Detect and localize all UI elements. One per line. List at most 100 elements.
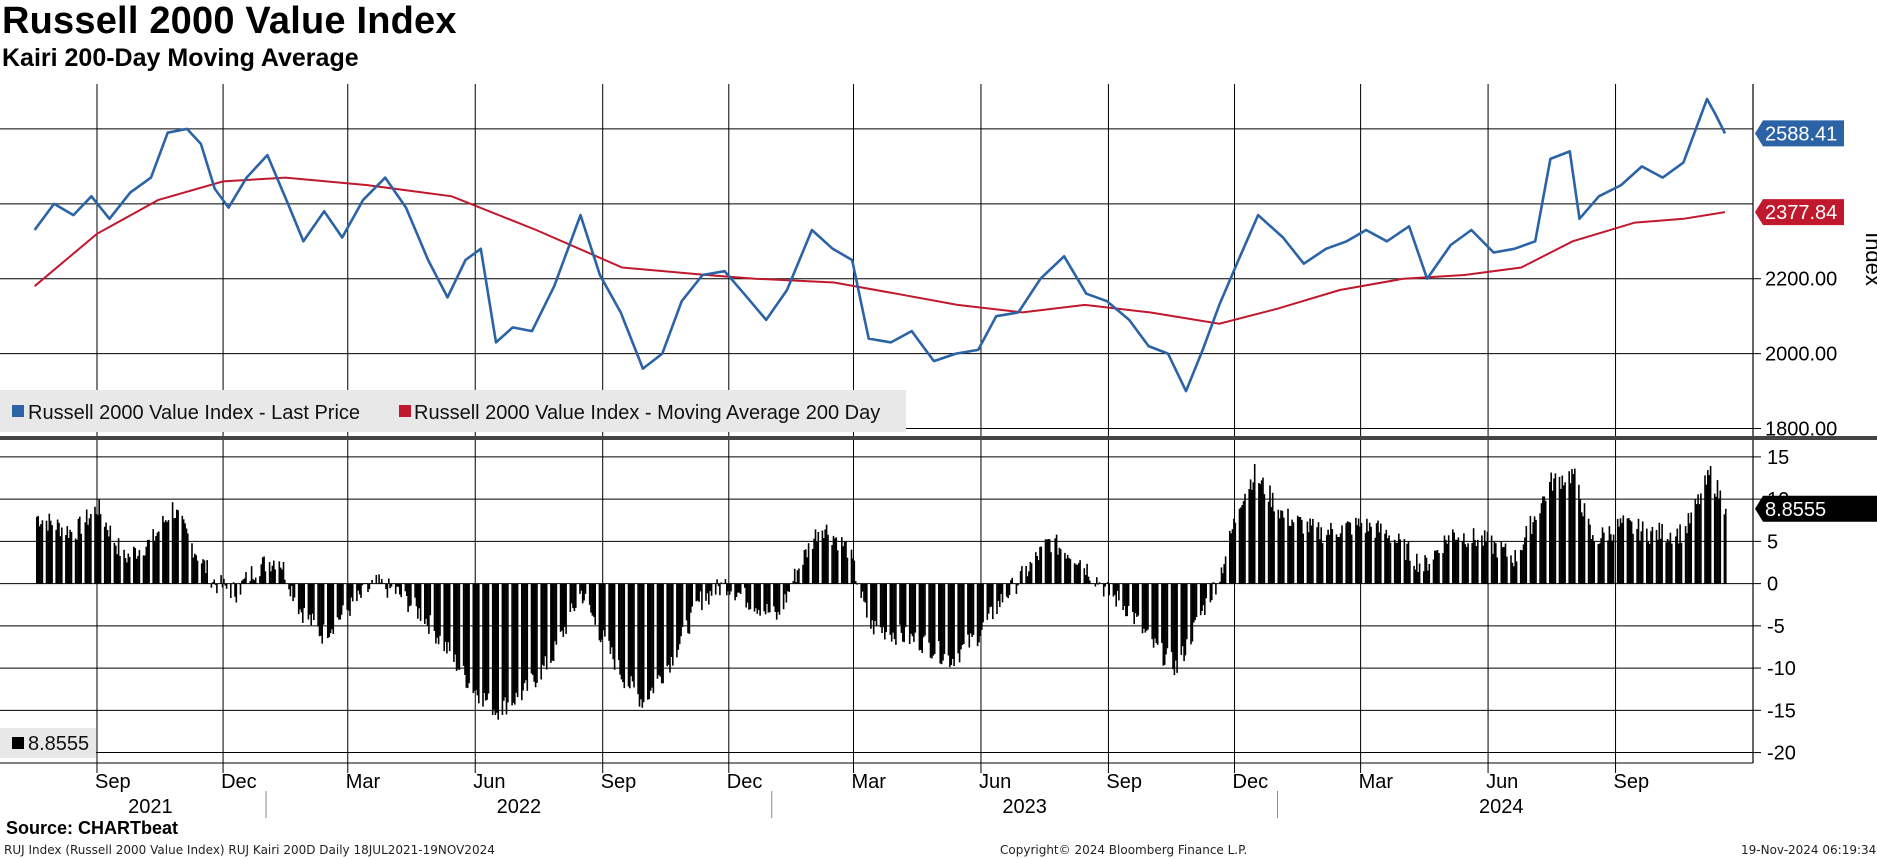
kairi-bar xyxy=(1679,524,1681,584)
kairi-bar xyxy=(302,583,304,623)
kairi-bar xyxy=(241,580,243,584)
kairi-bar xyxy=(1690,512,1692,584)
kairi-bar xyxy=(895,583,897,645)
kairi-bar xyxy=(1147,583,1149,630)
kairi-bar xyxy=(1154,583,1156,639)
kairi-bar xyxy=(627,583,630,687)
kairi-bar xyxy=(767,583,770,613)
kairi-bar xyxy=(1180,583,1183,655)
kairi-bar xyxy=(903,583,905,643)
kairi-bar xyxy=(1308,532,1310,584)
kairi-bar xyxy=(1568,471,1570,584)
kairi-bar xyxy=(658,583,660,676)
kairi-bar xyxy=(386,583,389,598)
kairi-bar xyxy=(320,583,322,636)
kairi-bar xyxy=(753,583,756,612)
kairi-bar xyxy=(1251,489,1253,584)
kairi-bar xyxy=(1564,482,1566,584)
kairi-bar xyxy=(365,583,368,584)
kairi-bar xyxy=(727,583,729,592)
kairi-bar xyxy=(532,583,534,675)
kairi-bar xyxy=(482,583,484,707)
kairi-bar xyxy=(933,583,936,654)
kairi-bar xyxy=(536,583,538,683)
kairi-bar xyxy=(1700,493,1702,584)
kairi-bar xyxy=(691,583,693,607)
kairi-bar xyxy=(153,540,156,584)
kairi-bar xyxy=(191,543,193,584)
kairi-bar xyxy=(439,583,441,636)
kairi-bar xyxy=(893,583,896,640)
kairi-bar xyxy=(990,583,993,607)
kairi-bar xyxy=(1357,518,1360,584)
kairi-bar xyxy=(1442,553,1444,584)
kairi-bar xyxy=(1621,522,1623,584)
kairi-bar xyxy=(1374,537,1377,584)
kairi-bar xyxy=(128,557,131,584)
kairi-bar xyxy=(1723,514,1726,584)
price-legend-bg xyxy=(0,390,906,432)
kairi-bar xyxy=(231,583,233,585)
kairi-bar xyxy=(755,583,757,609)
kairi-bar xyxy=(455,583,458,671)
kairi-bar xyxy=(1558,476,1561,584)
kairi-bar xyxy=(281,569,283,584)
kairi-bar xyxy=(300,583,303,613)
kairi-bar xyxy=(1133,583,1135,625)
kairi-bar xyxy=(841,537,843,584)
kairi-bar xyxy=(1395,542,1397,584)
kairi-bar xyxy=(996,583,998,614)
kairi-bar xyxy=(223,578,225,584)
kairi-bar xyxy=(483,583,486,693)
kairi-bar xyxy=(696,583,699,601)
kairi-bar xyxy=(282,562,285,584)
kairi-bar xyxy=(182,519,185,584)
kairi-bar xyxy=(1501,547,1504,584)
kairi-bar xyxy=(1628,518,1630,584)
kairi-bar xyxy=(968,583,971,648)
kairi-bar xyxy=(87,524,89,584)
kairi-bar xyxy=(1346,521,1349,584)
kairi-bar xyxy=(1059,549,1062,584)
kairi-bar xyxy=(961,583,964,645)
kairi-bar xyxy=(155,536,157,584)
kairi-bar xyxy=(1068,558,1070,584)
kairi-bar xyxy=(1687,513,1690,584)
kairi-bar xyxy=(1127,583,1130,606)
kairi-bar xyxy=(832,535,835,584)
kairi-bar xyxy=(1125,583,1127,617)
kairi-bar xyxy=(428,583,430,634)
kairi-bar xyxy=(1676,528,1679,584)
kairi-bar xyxy=(311,583,314,614)
kairi-bar xyxy=(1481,535,1483,584)
kairi-tick-label: -5 xyxy=(1767,616,1785,638)
kairi-bar xyxy=(602,583,605,631)
kairi-bar xyxy=(70,532,73,584)
kairi-bar xyxy=(1253,464,1256,584)
kairi-bar xyxy=(1648,543,1651,584)
kairi-bar xyxy=(559,583,562,632)
kairi-bar xyxy=(385,583,387,590)
kairi-bar xyxy=(854,581,857,584)
kairi-bar xyxy=(37,515,39,584)
kairi-bar xyxy=(745,583,747,608)
kairi-bar xyxy=(545,583,548,670)
price-tick-label: 1800.00 xyxy=(1765,419,1837,441)
kairi-bar xyxy=(458,583,461,670)
kairi-bar xyxy=(1368,522,1371,584)
kairi-bar xyxy=(367,583,369,593)
kairi-bar xyxy=(158,531,160,584)
year-label: 2022 xyxy=(497,796,542,818)
kairi-bar xyxy=(1540,503,1543,584)
kairi-bar xyxy=(584,583,587,594)
kairi-bar xyxy=(181,515,184,584)
kairi-bar xyxy=(1519,549,1522,584)
month-tick-label: Dec xyxy=(727,771,763,793)
kairi-bar xyxy=(1418,563,1421,584)
kairi-bar xyxy=(981,583,983,630)
kairi-bar xyxy=(1231,529,1234,584)
kairi-bar xyxy=(1665,542,1667,584)
kairi-bar xyxy=(631,583,634,682)
kairi-bar xyxy=(677,583,680,650)
kairi-bar xyxy=(695,583,698,602)
